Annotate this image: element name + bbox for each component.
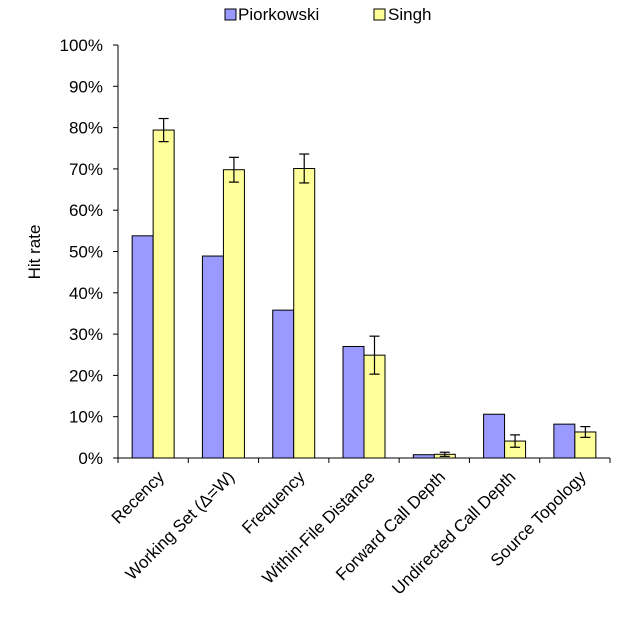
bar-singh (222, 169, 245, 459)
x-category-label: Frequency (238, 467, 309, 538)
legend: Piorkowski Singh (224, 5, 431, 24)
y-tick-label: 70% (69, 160, 103, 179)
legend-swatch-singh (373, 8, 386, 21)
bar-piorkowski (483, 413, 506, 459)
y-axis-title: Hit rate (25, 225, 44, 280)
bar-piorkowski (201, 255, 224, 459)
y-tick-label: 80% (69, 119, 103, 138)
x-category-label: Undirected Call Depth (388, 467, 519, 598)
y-tick-label: 0% (78, 449, 103, 468)
bar-piorkowski (272, 309, 295, 459)
bar-singh (293, 167, 316, 459)
bar-singh (152, 129, 175, 459)
y-axis: 0% 10% 20% 30% 40% 50% 60% 70% 80% 90% 100% (60, 36, 119, 468)
y-tick-label: 10% (69, 408, 103, 427)
legend-swatch-piorkowski (224, 8, 237, 21)
bar-piorkowski (342, 345, 365, 459)
bar-piorkowski (131, 235, 154, 459)
y-tick-label: 50% (69, 243, 103, 262)
y-tick-label: 40% (69, 284, 103, 303)
y-tick-label: 30% (69, 325, 103, 344)
y-tick-label: 90% (69, 77, 103, 96)
legend-label-singh: Singh (388, 5, 431, 24)
x-category-label: Recency (108, 467, 169, 528)
legend-label-piorkowski: Piorkowski (238, 5, 319, 24)
y-tick-label: 20% (69, 366, 103, 385)
bars-layer (131, 117, 597, 459)
bar-piorkowski (553, 423, 576, 459)
y-tick-label: 60% (69, 201, 103, 220)
y-tick-label: 100% (60, 36, 103, 55)
